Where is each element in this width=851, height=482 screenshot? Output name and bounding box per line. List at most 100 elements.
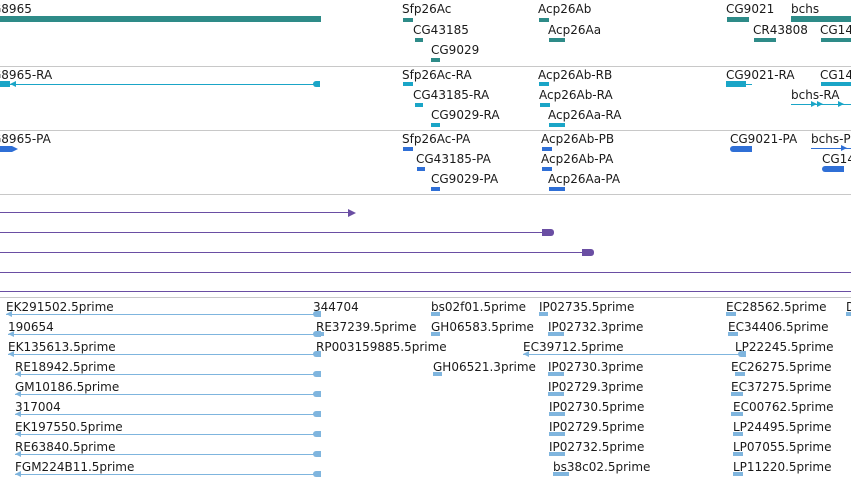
transcript-label[interactable]: Acp26Ab-RA (539, 88, 613, 102)
gene-label[interactable]: CR43808 (753, 23, 808, 37)
protein-label[interactable]: CG14 (822, 152, 851, 166)
est-label[interactable]: LP22245.5prime (735, 340, 834, 354)
gene-label[interactable]: bchs (791, 2, 820, 16)
transcript-label[interactable]: CG9029-RA (431, 108, 500, 122)
est-label[interactable]: GH06521.3prime (433, 360, 536, 374)
alignment-feature[interactable] (0, 229, 556, 237)
transcript-CG9021-RA[interactable] (726, 81, 752, 87)
protein-label[interactable]: Sfp26Ac-PA (402, 132, 471, 146)
gene-G8965[interactable] (0, 16, 321, 22)
est-label[interactable]: GH06583.5prime (431, 320, 534, 334)
est-label[interactable]: EK135613.5prime (8, 340, 116, 354)
est-feature[interactable] (735, 371, 745, 377)
gene-bchs[interactable] (791, 16, 851, 22)
protein-label[interactable]: CG9029-PA (431, 172, 499, 186)
est-feature[interactable] (548, 371, 564, 377)
gene-CG43185[interactable] (415, 38, 423, 42)
est-label[interactable]: RE18942.5prime (15, 360, 116, 374)
protein-label[interactable]: bchs-P (811, 132, 851, 146)
gene-CG9029[interactable] (431, 58, 440, 62)
transcript-label[interactable]: Acp26Aa-RA (548, 108, 622, 122)
transcript-Acp26Ab-RB[interactable] (539, 82, 549, 86)
transcript-bchs-RA[interactable] (791, 101, 851, 107)
gene-Acp26Ab[interactable] (539, 18, 549, 22)
transcript-CG43185-RA[interactable] (415, 103, 423, 107)
gene-Acp26Aa[interactable] (549, 38, 565, 42)
est-feature[interactable] (523, 351, 746, 357)
gene-label[interactable]: CG43185 (413, 23, 469, 37)
protein-Acp26Ab-PB[interactable] (542, 147, 552, 151)
est-feature[interactable] (15, 451, 321, 457)
transcript-Acp26Ab-RA[interactable] (540, 103, 550, 107)
transcript-Acp26Aa-RA[interactable] (549, 123, 565, 127)
alignment-feature[interactable] (0, 209, 358, 217)
est-feature[interactable] (433, 371, 442, 377)
transcript-label[interactable]: CG9021-RA (726, 68, 795, 82)
est-label[interactable]: RE63840.5prime (15, 440, 116, 454)
est-label[interactable]: EC34406.5prime (728, 320, 829, 334)
est-label[interactable]: 190654 (8, 320, 54, 334)
est-feature[interactable] (726, 311, 736, 317)
est-label[interactable]: LP11220.5prime (733, 460, 832, 474)
alignment-feature[interactable] (0, 249, 596, 257)
protein-label[interactable]: G8965-PA (0, 132, 51, 146)
est-label[interactable]: D (846, 300, 851, 314)
est-label[interactable]: IP02732.3prime (548, 320, 644, 334)
protein-bchs-P[interactable] (811, 145, 851, 151)
protein-label[interactable]: CG43185-PA (416, 152, 491, 166)
est-label[interactable]: IP02735.5prime (539, 300, 635, 314)
est-feature[interactable] (846, 311, 851, 317)
est-feature[interactable] (733, 431, 743, 437)
est-label[interactable]: bs02f01.5prime (431, 300, 527, 314)
gene-CG14[interactable] (821, 38, 851, 42)
transcript-Sfp26Ac-RA[interactable] (403, 82, 413, 86)
transcript-label[interactable]: Acp26Ab-RB (538, 68, 613, 82)
est-feature[interactable] (539, 311, 548, 317)
est-feature[interactable] (548, 331, 564, 337)
protein-CG14[interactable] (822, 166, 844, 172)
est-feature[interactable] (731, 391, 743, 397)
est-feature[interactable] (548, 391, 564, 397)
est-label[interactable]: EC39712.5prime (523, 340, 624, 354)
est-label[interactable]: LP24495.5prime (733, 420, 832, 434)
gene-label[interactable]: CG14 (820, 23, 851, 37)
est-label[interactable]: bs38c02.5prime (553, 460, 651, 474)
est-label[interactable]: EK197550.5prime (15, 420, 123, 434)
alignment-feature[interactable] (0, 272, 851, 273)
est-label[interactable]: IP02729.3prime (548, 380, 644, 394)
protein-Acp26Ab-PA[interactable] (542, 167, 552, 171)
est-label[interactable]: 344704 (313, 300, 359, 314)
est-feature[interactable] (733, 471, 743, 477)
gene-label[interactable]: CG9029 (431, 43, 480, 57)
protein-CG9029-PA[interactable] (431, 187, 440, 191)
gene-CG9021[interactable] (727, 17, 749, 22)
protein-G8965-PA[interactable] (0, 146, 18, 152)
est-label[interactable]: EC00762.5prime (733, 400, 834, 414)
est-label[interactable]: GM10186.5prime (15, 380, 120, 394)
transcript-label[interactable]: CG43185-RA (413, 88, 490, 102)
gene-label[interactable]: Acp26Ab (538, 2, 592, 16)
est-feature[interactable] (6, 311, 321, 317)
est-label[interactable]: 317004 (15, 400, 61, 414)
est-label[interactable]: EC26275.5prime (731, 360, 832, 374)
gene-label[interactable]: Sfp26Ac (402, 2, 452, 16)
protein-CG9021-PA[interactable] (730, 146, 752, 152)
est-feature[interactable] (15, 371, 321, 377)
protein-label[interactable]: CG9021-PA (730, 132, 798, 146)
protein-label[interactable]: Acp26Ab-PA (541, 152, 614, 166)
gene-Sfp26Ac[interactable] (403, 18, 413, 22)
protein-CG43185-PA[interactable] (417, 167, 425, 171)
est-feature[interactable] (316, 331, 324, 337)
est-label[interactable]: EK291502.5prime (6, 300, 114, 314)
transcript-CG9029-RA[interactable] (431, 123, 440, 127)
transcript-label[interactable]: bchs-RA (791, 88, 840, 102)
est-feature[interactable] (549, 431, 565, 437)
transcript-label[interactable]: Sfp26Ac-RA (402, 68, 472, 82)
gene-label[interactable]: Acp26Aa (548, 23, 602, 37)
gene-label[interactable]: G8965 (0, 2, 32, 16)
est-label[interactable]: IP02730.5prime (549, 400, 645, 414)
gene-CR43808[interactable] (754, 38, 776, 42)
est-label[interactable]: IP02730.3prime (548, 360, 644, 374)
protein-label[interactable]: Acp26Aa-PA (548, 172, 621, 186)
est-feature[interactable] (549, 451, 565, 457)
